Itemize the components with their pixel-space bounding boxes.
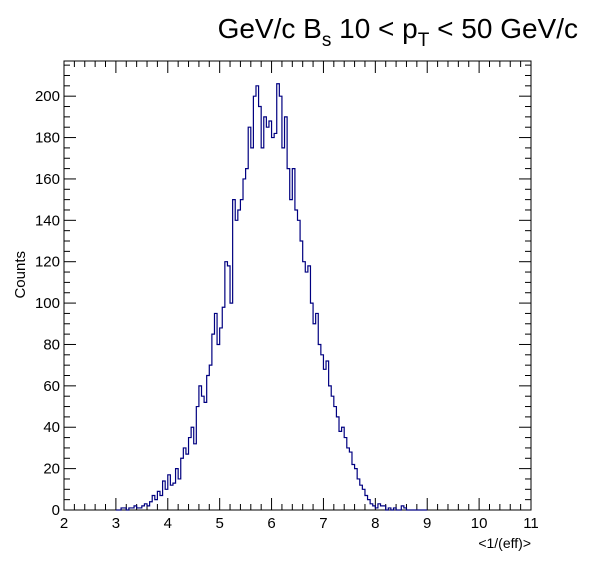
chart-title-prefix: GeV/c B xyxy=(218,13,322,44)
y-tick-label: 20 xyxy=(43,461,60,478)
y-tick-label: 160 xyxy=(35,171,60,188)
y-axis: 0 20 40 60 80 100 120 140 160 180 200 xyxy=(35,64,531,519)
x-tick-label: 7 xyxy=(319,515,327,532)
x-axis-label: <1/(eff)> xyxy=(478,535,531,551)
y-tick-label: 100 xyxy=(35,295,60,312)
chart-title: GeV/c Bs 10 < pT < 50 GeV/c xyxy=(218,13,578,51)
x-tick-label: 5 xyxy=(215,515,223,532)
x-tick-label: 6 xyxy=(267,515,275,532)
x-tick-label: 4 xyxy=(164,515,172,532)
histogram-line xyxy=(115,83,428,511)
chart-title-middle: 10 < p xyxy=(331,13,417,44)
y-tick-label: 80 xyxy=(43,336,60,353)
y-tick-label: 180 xyxy=(35,130,60,147)
chart-title-subscript-2: T xyxy=(418,30,430,51)
chart-title-subscript-1: s xyxy=(322,30,332,51)
x-tick-label: 9 xyxy=(423,515,431,532)
y-tick-label: 0 xyxy=(52,502,60,519)
x-tick-label: 11 xyxy=(523,515,539,532)
y-tick-label: 40 xyxy=(43,419,60,436)
y-tick-label: 120 xyxy=(35,254,60,271)
x-tick-label: 8 xyxy=(371,515,379,532)
y-tick-label: 60 xyxy=(43,378,60,395)
x-tick-label: 10 xyxy=(471,515,488,532)
plot-frame xyxy=(63,60,532,511)
y-tick-label: 140 xyxy=(35,212,60,229)
x-tick-label: 2 xyxy=(60,515,68,532)
chart-title-suffix: < 50 GeV/c xyxy=(429,13,578,44)
y-tick-label: 200 xyxy=(35,88,60,105)
x-axis: 2 3 4 5 6 7 8 9 10 11 xyxy=(60,61,539,532)
y-axis-label: Counts xyxy=(12,251,29,299)
x-tick-label: 3 xyxy=(112,515,120,532)
